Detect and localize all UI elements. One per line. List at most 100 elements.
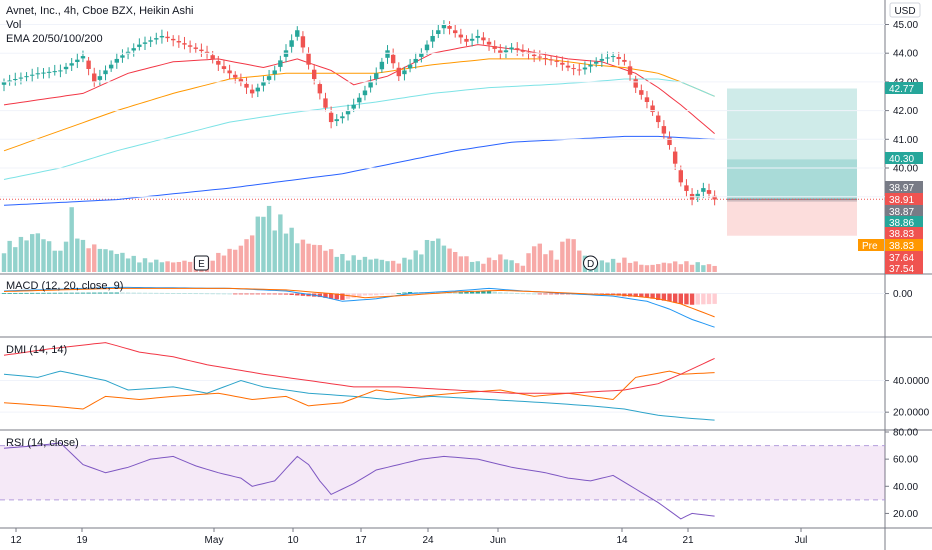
volume-bar: [182, 260, 187, 272]
volume-bar: [560, 241, 565, 272]
macd-histogram-bar: [548, 293, 554, 295]
macd-histogram-bar: [249, 293, 255, 295]
pre-market-badge: [858, 239, 884, 251]
loss-filled-zone: [727, 199, 857, 202]
time-tick-label: Jul: [795, 535, 808, 546]
candle-body: [695, 193, 700, 198]
dmi-pane: 40.0000 20.0000: [0, 342, 930, 421]
candle-body: [199, 49, 204, 52]
macd-histogram-bar: [368, 293, 373, 296]
macd-histogram-bar: [7, 293, 12, 294]
volume-bar: [520, 265, 526, 272]
volume-bar: [639, 264, 644, 272]
volume-bar: [565, 238, 571, 272]
volume-bar: [238, 245, 244, 272]
volume-bar: [58, 250, 63, 272]
macd-legend[interactable]: MACD (12, 20, close, 9): [6, 280, 124, 292]
event-marker-label: D: [587, 259, 594, 270]
macd-histogram-bar: [204, 293, 210, 295]
volume-bar: [13, 247, 18, 272]
volume-bar: [453, 251, 458, 272]
profit-zone[interactable]: [727, 88, 857, 200]
macd-histogram-bar: [543, 293, 548, 295]
macd-histogram-bar: [108, 292, 114, 294]
macd-histogram-bar: [684, 293, 689, 305]
candle-body: [272, 70, 277, 75]
candle-body: [390, 54, 396, 64]
volume-bar: [469, 261, 475, 272]
rsi-pane: 80.00 60.00 40.00 20.00: [3, 428, 918, 520]
macd-histogram-bar: [137, 292, 142, 294]
rsi-tick-label: 80.00: [893, 428, 918, 439]
macd-histogram-bar: [385, 293, 390, 295]
currency-button[interactable]: [889, 2, 921, 18]
symbol-title[interactable]: Avnet, Inc., 4h, Cboe BZX, Heikin Ashi: [6, 5, 194, 17]
candle-body: [520, 50, 526, 52]
macd-histogram-bar: [458, 292, 464, 294]
macd-histogram-bar: [323, 293, 328, 298]
rsi-tick-label: 40.00: [893, 482, 918, 493]
time-axis[interactable]: 12 19 May 10 17 24 Jun 14 21 Jul: [10, 528, 807, 546]
volume-bar: [548, 250, 554, 272]
macd-histogram-bar: [300, 293, 306, 296]
price-badge: [885, 82, 923, 94]
macd-histogram-bar: [650, 293, 655, 299]
candle-body: [114, 58, 119, 63]
dmi-legend[interactable]: DMI (14, 14): [6, 344, 68, 356]
volume-bar: [701, 265, 706, 272]
candle-body: [221, 66, 227, 69]
volume-bar: [436, 238, 441, 272]
candle-body: [120, 55, 125, 58]
candle-body: [560, 62, 565, 65]
volume-bar: [357, 259, 362, 272]
volume-bar: [599, 260, 605, 272]
macd-histogram-bar: [80, 292, 86, 294]
volume-bar: [92, 244, 97, 272]
candle-body: [644, 97, 650, 102]
price-badge: [885, 152, 923, 164]
earnings-marker[interactable]: [193, 255, 209, 271]
dividend-marker[interactable]: [583, 255, 599, 271]
volume-legend[interactable]: Vol: [6, 19, 22, 31]
price-badge: [885, 251, 923, 263]
loss-zone[interactable]: [727, 199, 857, 236]
macd-histogram-bar: [317, 293, 323, 298]
candle-body: [244, 83, 249, 88]
macd-histogram-bar: [390, 293, 396, 295]
time-tick-label: 17: [355, 535, 367, 546]
candle-body: [419, 53, 424, 57]
rsi-tick-label: 60.00: [893, 455, 918, 466]
candle-body: [30, 74, 35, 76]
ema-legend[interactable]: EMA 20/50/100/200: [6, 33, 103, 45]
volume-bar: [667, 263, 672, 272]
candle-body: [92, 73, 97, 82]
candle-body: [289, 40, 294, 47]
candle-body: [261, 81, 266, 86]
volume-bar: [678, 264, 683, 272]
candle-body: [41, 72, 46, 74]
macd-histogram-bar: [633, 293, 638, 297]
rsi-legend[interactable]: RSI (14, close): [6, 437, 79, 449]
volume-bar: [46, 241, 52, 272]
macd-histogram-bar: [103, 292, 108, 294]
volume-bar: [644, 265, 650, 272]
price-badge-label: 40.30: [889, 154, 914, 165]
candle-body: [58, 70, 63, 72]
volume-bar: [165, 261, 170, 272]
macd-histogram-bar: [289, 293, 294, 295]
candle-body: [565, 65, 571, 68]
macd-histogram-bar: [58, 292, 63, 294]
price-badge: [885, 216, 923, 228]
volume-bar: [656, 264, 661, 272]
volume-bar: [255, 216, 260, 272]
macd-histogram-bar: [492, 291, 497, 294]
price-tick-label: 40.00: [893, 164, 918, 175]
candle-body: [278, 60, 283, 67]
price-badge-label: 38.87: [889, 207, 914, 218]
macd-histogram-bar: [475, 291, 480, 294]
candle-body: [486, 41, 492, 45]
volume-bar: [605, 262, 610, 272]
position-tool[interactable]: [0, 88, 885, 236]
